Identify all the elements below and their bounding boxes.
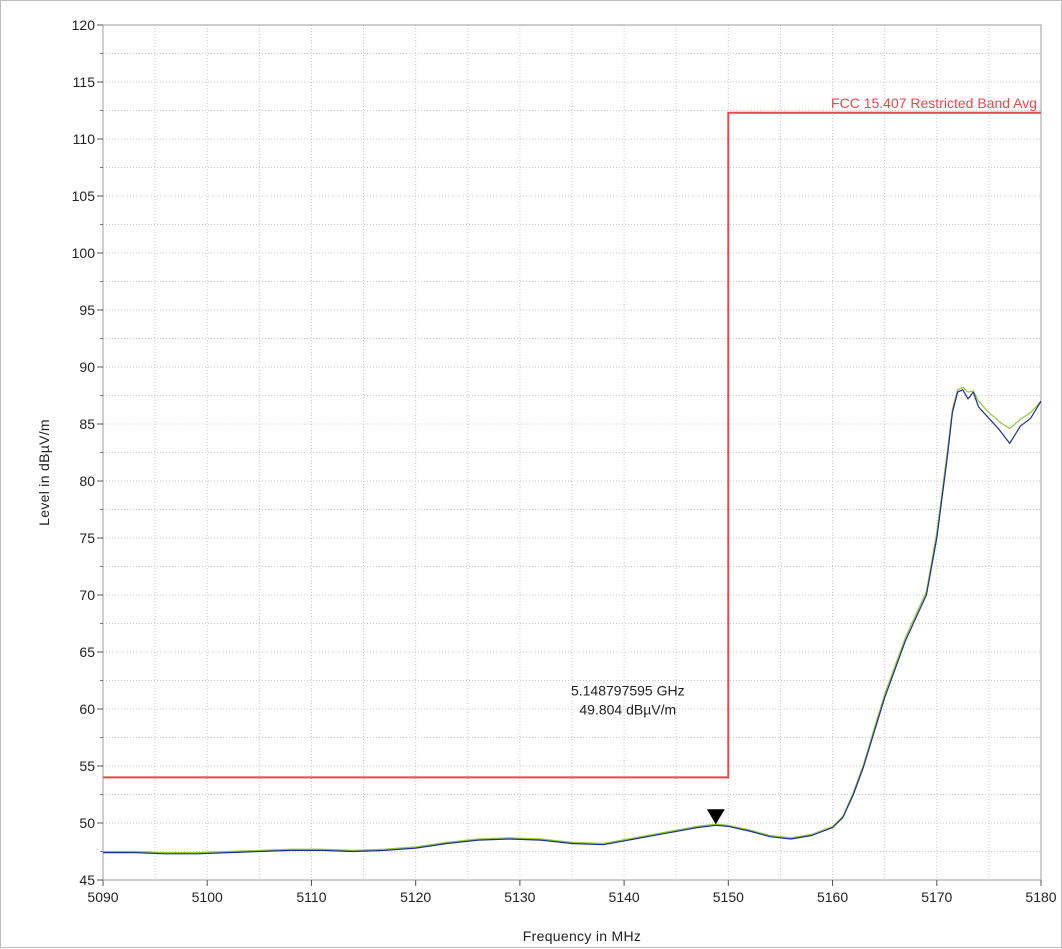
- y-tick-label: 75: [79, 530, 95, 546]
- y-tick-label: 65: [79, 644, 95, 660]
- axis-ticks: 5090 5100 5110 5120 5130 5140 5150 5160 5170 5180…: [72, 17, 1057, 905]
- y-tick-label: 90: [79, 359, 95, 375]
- y-axis-title: Level in dBµV/m: [36, 419, 52, 526]
- y-tick-label: 55: [79, 758, 95, 774]
- x-axis-title: Frequency in MHz: [523, 928, 641, 944]
- y-tick-label: 70: [79, 587, 95, 603]
- y-tick-label: 80: [79, 473, 95, 489]
- y-tick-label: 45: [79, 872, 95, 888]
- limit-line-group: [103, 111, 1041, 779]
- marker-group: 5.148797595 GHz 49.804 dBµV/m: [571, 682, 725, 825]
- marker-frequency-label: 5.148797595 GHz: [571, 682, 685, 698]
- x-tick-label: 5160: [817, 889, 848, 905]
- limit-line: [103, 111, 1041, 779]
- x-tick-label: 5120: [400, 889, 431, 905]
- y-tick-label: 100: [72, 245, 96, 261]
- x-tick-label: 5130: [504, 889, 535, 905]
- marker-level-label: 49.804 dBµV/m: [579, 702, 676, 718]
- x-tick-label: 5180: [1025, 889, 1056, 905]
- y-tick-label: 105: [72, 188, 96, 204]
- y-tick-label: 115: [73, 74, 96, 90]
- y-tick-label: 110: [73, 131, 96, 147]
- grid: [102, 24, 1042, 881]
- y-tick-label: 85: [79, 416, 95, 432]
- marker-triangle-icon: [706, 809, 725, 825]
- series-group: [103, 386, 1042, 855]
- x-tick-label: 5150: [713, 889, 744, 905]
- x-tick-label: 5100: [192, 889, 223, 905]
- trace-line: [103, 389, 1042, 855]
- y-tick-label: 120: [72, 17, 96, 33]
- y-tick-label: 50: [79, 815, 95, 831]
- trace-line: [103, 386, 1042, 854]
- y-tick-label: 95: [79, 302, 95, 318]
- y-tick-label: 60: [79, 701, 95, 717]
- x-tick-label: 5170: [921, 889, 952, 905]
- x-tick-label: 5090: [87, 889, 118, 905]
- limit-line-label: FCC 15.407 Restricted Band Avg: [831, 95, 1037, 111]
- x-tick-label: 5110: [296, 889, 326, 905]
- x-tick-label: 5140: [609, 889, 640, 905]
